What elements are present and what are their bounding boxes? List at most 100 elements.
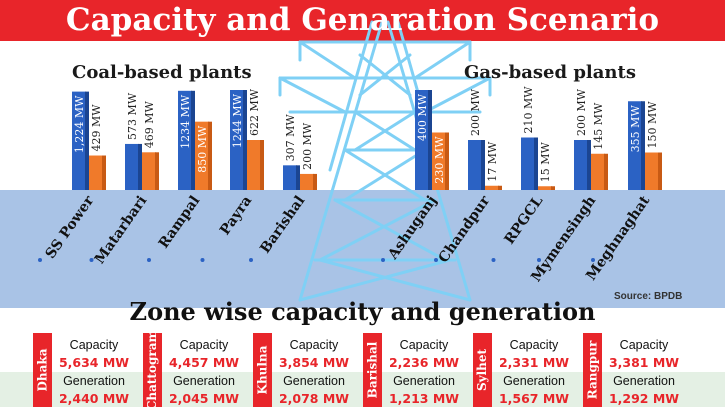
coal-bar-shade-0-0 [85, 91, 89, 190]
gas-label-marker-0 [381, 258, 385, 262]
coal-value-label-1-4: 200 MW [301, 122, 314, 170]
zone-generation-value: 2,440 MW [58, 391, 130, 406]
coal-generation-bar-4 [300, 173, 314, 190]
gas-value-label-1-1: 17 MW [486, 141, 499, 182]
coal-bar-shade-1-3 [260, 140, 264, 190]
gas-label-marker-2 [491, 258, 496, 262]
gas-category-label-1: Chandpur [436, 193, 494, 266]
zone-capacity-label: Capacity [69, 338, 119, 352]
coal-category-label-3: Payra [217, 193, 255, 238]
coal-value-label-1-0: 429 MW [90, 104, 103, 152]
zone-name-text: Khulna [255, 345, 270, 395]
gas-bar-shade-0-3 [587, 140, 591, 190]
title-banner [0, 0, 725, 41]
coal-bar-shade-1-4 [313, 173, 317, 190]
zone-tab-0 [33, 333, 52, 407]
coal-label-marker-3 [200, 258, 205, 262]
zone-tab-1 [143, 333, 162, 407]
zone-capacity-label: Capacity [289, 338, 339, 352]
gas-generation-bar-3 [591, 153, 605, 190]
zone-generation-label: Generation [613, 374, 675, 388]
zone-generation-value: 1,213 MW [388, 391, 460, 406]
gas-category-label-0: Ashuganj [385, 193, 441, 263]
coal-value-label-0-4: 307 MW [284, 114, 297, 162]
coal-value-label-0-3: 1244 MW [231, 93, 244, 148]
coal-value-label-0-0: 1,224 MW [73, 95, 86, 153]
coal-bar-shade-1-0 [102, 155, 106, 190]
coal-capacity-bar-4 [283, 165, 297, 190]
gas-generation-bar-1 [485, 185, 499, 190]
zone-capacity-label: Capacity [509, 338, 559, 352]
page-title: Capacity and Genaration Scenario [65, 2, 660, 38]
gas-bar-shade-0-4 [641, 101, 645, 190]
gas-label-marker-1 [434, 258, 438, 262]
gas-bar-shade-1-1 [498, 185, 502, 190]
coal-generation-bar-3 [247, 140, 261, 190]
coal-label-marker-0 [38, 258, 42, 262]
zone-generation-value: 1,292 MW [608, 391, 680, 406]
gas-bar-shade-1-2 [551, 186, 555, 190]
gas-generation-bar-0 [432, 132, 446, 190]
gas-value-label-1-3: 145 MW [592, 102, 605, 150]
coal-category-label-0: SS Power [43, 193, 98, 262]
gas-capacity-bar-0 [415, 90, 429, 190]
source-note: Source: BPDB [614, 291, 683, 302]
zone-generation-value: 2,045 MW [168, 391, 240, 406]
coal-plants-heading: Coal-based plants [72, 62, 252, 83]
zone-tab-5 [583, 333, 602, 407]
zone-name-text: Sylhet [475, 348, 490, 392]
coal-category-label-2: Rampal [156, 193, 204, 251]
zone-tab-4 [473, 333, 492, 407]
gas-capacity-bar-3 [574, 140, 588, 190]
gas-plants-heading: Gas-based plants [464, 62, 636, 83]
zone-generation-label: Generation [503, 374, 565, 388]
zone-name-text: Rangpur [585, 340, 600, 400]
zone-capacity-value: 3,854 MW [278, 355, 350, 370]
gas-capacity-bar-2 [521, 137, 535, 190]
coal-value-label-1-1: 469 MW [143, 101, 156, 149]
coal-bar-shade-0-2 [191, 90, 195, 190]
gas-value-label-0-0: 400 MW [416, 93, 429, 141]
zone-section-title: Zone wise capacity and generation [129, 297, 596, 326]
gas-bar-shade-1-4 [658, 152, 662, 190]
gas-label-marker-4 [591, 258, 595, 262]
zone-capacity-value: 4,457 MW [168, 355, 240, 370]
zone-capacity-value: 2,331 MW [498, 355, 570, 370]
zone-capacity-label: Capacity [399, 338, 449, 352]
gas-capacity-bar-1 [468, 140, 482, 190]
coal-bar-shade-1-2 [208, 121, 212, 190]
zone-generation-label: Generation [63, 374, 125, 388]
zone-tab-3 [363, 333, 382, 407]
gas-value-label-1-2: 15 MW [539, 141, 552, 182]
gas-bar-shade-0-1 [481, 140, 485, 190]
zone-capacity-value: 5,634 MW [58, 355, 130, 370]
gas-bar-shade-1-0 [445, 132, 449, 190]
gas-generation-bar-2 [538, 186, 552, 190]
coal-category-label-4: Barishal [257, 193, 308, 256]
gas-value-label-1-4: 150 MW [646, 101, 659, 149]
chart-baseline-band [0, 190, 725, 308]
gas-bar-shade-0-2 [534, 137, 538, 190]
zone-generation-value: 1,567 MW [498, 391, 570, 406]
coal-generation-bar-1 [142, 152, 156, 190]
zone-capacity-label: Capacity [619, 338, 669, 352]
zone-name-text: Barishal [365, 341, 380, 399]
coal-capacity-bar-1 [125, 143, 139, 190]
zone-generation-label: Generation [393, 374, 455, 388]
coal-bar-shade-0-1 [138, 143, 142, 190]
coal-label-marker-1 [89, 258, 94, 262]
zone-generation-label: Generation [283, 374, 345, 388]
coal-value-label-1-3: 622 MW [248, 88, 261, 136]
zone-capacity-value: 2,236 MW [388, 355, 460, 370]
zone-name-text: Dhaka [35, 348, 50, 392]
gas-generation-bar-4 [645, 152, 659, 190]
coal-category-label-1: Matarbari [92, 193, 150, 267]
zone-tab-2 [253, 333, 272, 407]
coal-bar-shade-0-4 [296, 165, 300, 190]
coal-generation-bar-0 [89, 155, 103, 190]
coal-label-marker-4 [249, 258, 253, 262]
gas-capacity-bar-4 [628, 101, 642, 190]
coal-capacity-bar-2 [178, 90, 192, 190]
